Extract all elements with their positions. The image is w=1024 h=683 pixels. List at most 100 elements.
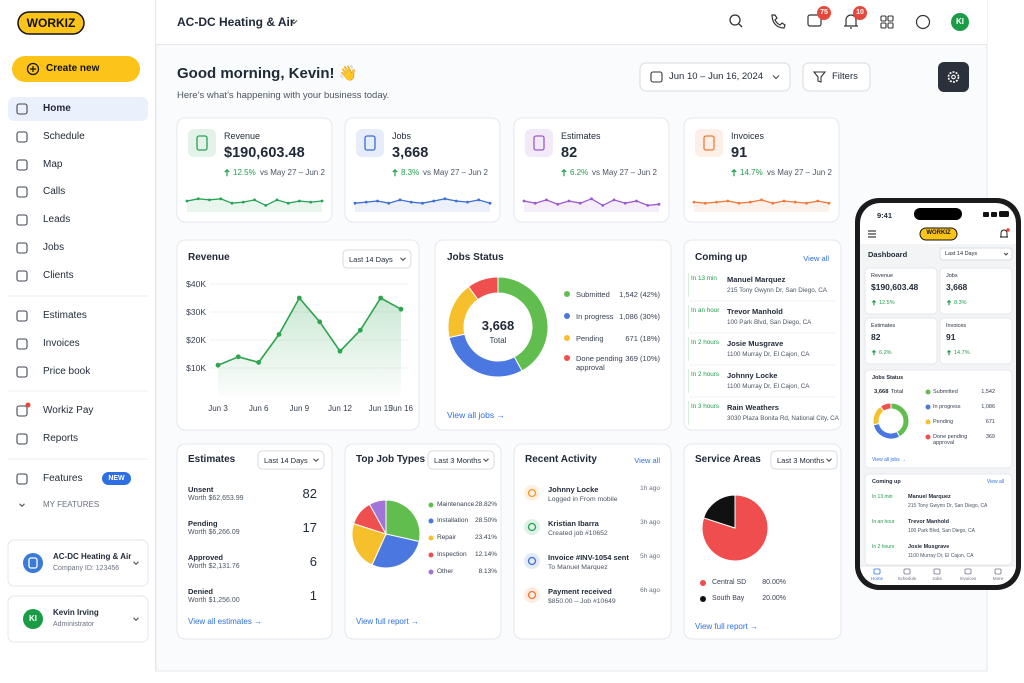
link[interactable]: View all bbox=[634, 455, 660, 465]
appointment-name[interactable]: Manuel Marquez bbox=[908, 493, 951, 500]
nav-item[interactable]: Jobs bbox=[932, 576, 942, 582]
appointment-address: 215 Tony Gwynn Dr, San Diego, CA bbox=[908, 503, 988, 509]
nav-item[interactable]: Price book bbox=[43, 366, 91, 377]
nav-item[interactable]: Home bbox=[43, 103, 71, 114]
dropdown-label[interactable]: Last 14 Days bbox=[264, 455, 308, 465]
nav-item[interactable]: Reports bbox=[43, 433, 79, 444]
company-switcher[interactable]: AC-DC Heating & Air bbox=[177, 14, 295, 29]
nav-item[interactable]: Calls bbox=[43, 186, 66, 197]
sparkline-point bbox=[590, 197, 593, 201]
kpi-label: Revenue bbox=[871, 272, 894, 279]
help-icon[interactable] bbox=[915, 14, 931, 30]
sparkline-point bbox=[286, 201, 290, 205]
apps-icon bbox=[887, 15, 894, 22]
dropdown-label[interactable]: Last 14 Days bbox=[945, 250, 978, 257]
link[interactable]: View all jobs → bbox=[872, 457, 907, 463]
dropdown[interactable] bbox=[770, 450, 838, 470]
slice bbox=[467, 276, 499, 301]
dropdown[interactable] bbox=[257, 450, 325, 470]
kpi-change: 12.5% bbox=[233, 168, 256, 178]
logo-text: WORKIZ bbox=[926, 230, 951, 237]
top-job-types-card bbox=[344, 443, 502, 640]
dropdown[interactable] bbox=[939, 247, 1013, 261]
messages-icon[interactable] bbox=[807, 14, 822, 27]
badge-text: NEW bbox=[108, 474, 125, 482]
nav-icon[interactable] bbox=[933, 568, 941, 575]
nav-icon bbox=[16, 270, 28, 282]
chevron-icon bbox=[1003, 252, 1009, 256]
nav-item[interactable]: Estimates bbox=[43, 310, 87, 321]
link[interactable]: View full report → bbox=[356, 617, 419, 627]
link[interactable]: View all bbox=[986, 479, 1004, 485]
filters-label[interactable]: Filters bbox=[832, 71, 858, 83]
legend-dot bbox=[564, 291, 570, 297]
kpi-value: $190,603.48 bbox=[224, 145, 305, 162]
company-card[interactable] bbox=[7, 539, 149, 587]
link[interactable]: View all estimates → bbox=[188, 617, 263, 627]
date-range-button[interactable] bbox=[639, 62, 791, 92]
nav-item[interactable]: Invoices bbox=[43, 338, 80, 349]
appointment-name[interactable]: Manuel Marquez bbox=[727, 274, 786, 284]
sparkline-point bbox=[578, 201, 582, 205]
nav-item[interactable]: Home bbox=[870, 576, 884, 582]
activity-icon bbox=[527, 590, 537, 600]
appointment-name[interactable]: Johnny Locke bbox=[727, 370, 778, 380]
appointment-name[interactable]: Trevor Manhold bbox=[727, 306, 783, 316]
nav-icon[interactable] bbox=[903, 568, 911, 575]
sparkline-point bbox=[657, 202, 661, 206]
sparkline-point bbox=[816, 199, 820, 203]
nav-icon[interactable] bbox=[873, 568, 881, 575]
nav-item[interactable]: Features bbox=[43, 473, 83, 484]
dropdown[interactable] bbox=[427, 450, 495, 470]
link[interactable]: View full report → bbox=[695, 622, 758, 632]
sparkline-point bbox=[827, 201, 831, 205]
nav-item[interactable]: Leads bbox=[43, 214, 71, 225]
donut-total-label: Total bbox=[891, 388, 904, 395]
appointment-name[interactable]: Josie Musgrave bbox=[727, 338, 784, 348]
sparkline-point bbox=[715, 200, 718, 204]
activity-detail: Created job #10652 bbox=[548, 529, 608, 537]
dropdown-label[interactable]: Last 14 Days bbox=[349, 254, 393, 264]
status-time: 9:41 bbox=[877, 210, 893, 220]
section-label[interactable]: MY FEATURES bbox=[43, 500, 100, 510]
appointment-name[interactable]: Rain Weathers bbox=[727, 402, 779, 412]
link[interactable]: View all bbox=[803, 253, 829, 263]
bell-icon[interactable] bbox=[844, 14, 858, 29]
legend-dot bbox=[428, 569, 434, 575]
dropdown-label[interactable]: Last 3 Months bbox=[434, 455, 482, 465]
activity-detail: To Manuel Marquez bbox=[548, 563, 608, 571]
nav-icon[interactable] bbox=[964, 568, 972, 575]
activity-icon bbox=[527, 488, 537, 498]
nav-item[interactable]: Jobs bbox=[43, 242, 65, 253]
nav-item[interactable]: Schedule bbox=[897, 576, 917, 582]
slice bbox=[368, 499, 387, 536]
create-button[interactable] bbox=[12, 56, 140, 82]
search-icon[interactable] bbox=[729, 14, 741, 26]
avatar-initials[interactable]: KI bbox=[956, 17, 964, 27]
dropdown[interactable] bbox=[342, 249, 412, 269]
legend-value: 1,086 bbox=[981, 403, 995, 410]
nav-item[interactable]: Schedule bbox=[43, 131, 85, 142]
recent-activity-card bbox=[513, 443, 672, 640]
legend-label: Done pending approval bbox=[933, 433, 968, 447]
user-avatar[interactable] bbox=[951, 13, 969, 31]
user-card[interactable] bbox=[7, 595, 149, 643]
date-range-label[interactable]: Jun 10 – Jun 16, 2024 bbox=[669, 71, 764, 83]
chevron-icon bbox=[19, 503, 25, 508]
nav-item[interactable]: Invoices bbox=[959, 576, 977, 582]
phone-icon[interactable] bbox=[771, 14, 786, 29]
nav-item[interactable]: Clients bbox=[43, 270, 74, 281]
settings-button[interactable] bbox=[938, 62, 969, 92]
nav-icon[interactable] bbox=[994, 568, 1002, 575]
sparkline-point bbox=[241, 200, 245, 204]
nav-item[interactable]: More bbox=[992, 576, 1004, 582]
nav-item[interactable]: Workiz Pay bbox=[43, 405, 94, 416]
link[interactable]: View all jobs → bbox=[447, 409, 505, 420]
nav-item[interactable]: Map bbox=[43, 159, 63, 170]
appointment-name[interactable]: Trevor Manhold bbox=[908, 518, 949, 525]
appointment-name[interactable]: Josie Musgrave bbox=[908, 543, 950, 550]
filters-button[interactable] bbox=[802, 62, 871, 92]
kpi-value: $190,603.48 bbox=[871, 281, 919, 292]
dropdown-label[interactable]: Last 3 Months bbox=[777, 455, 825, 465]
create-button-label[interactable]: Create new bbox=[46, 63, 100, 74]
